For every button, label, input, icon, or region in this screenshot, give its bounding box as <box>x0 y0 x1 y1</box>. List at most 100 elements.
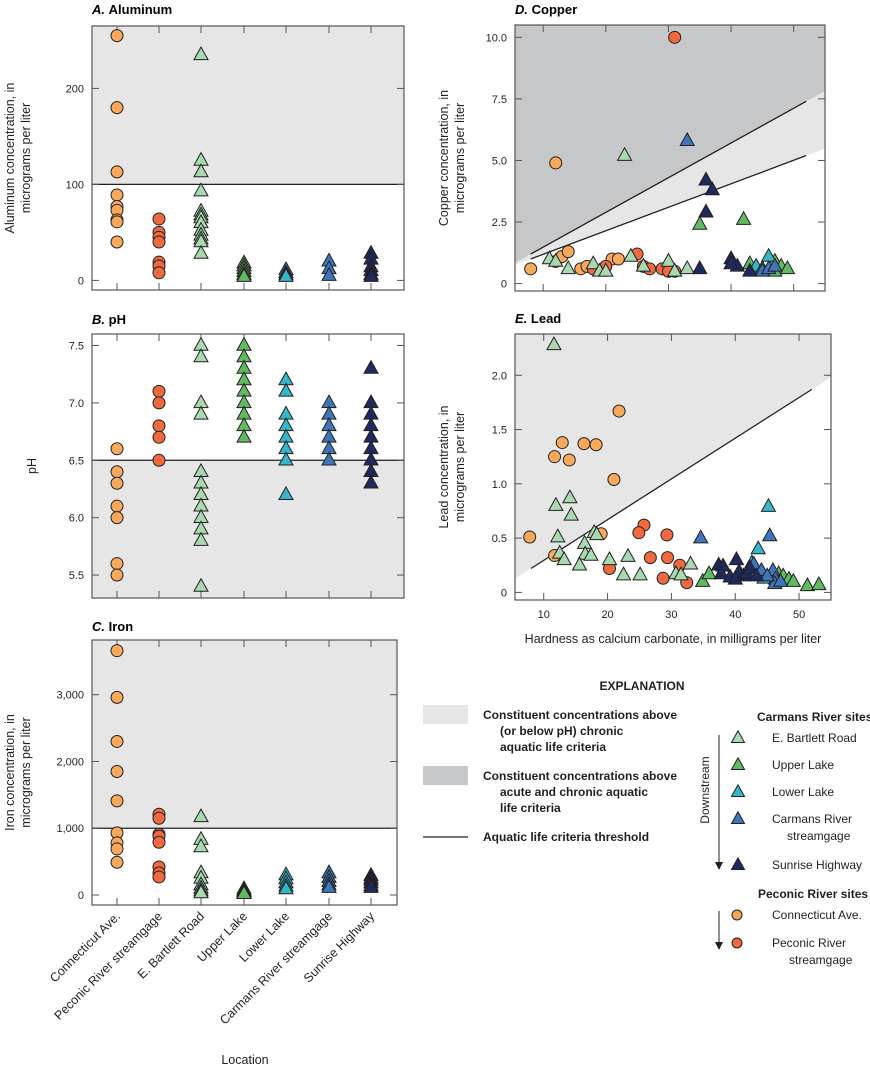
panel-title: D. Copper <box>515 2 577 17</box>
data-point <box>193 45 209 61</box>
data-point <box>698 171 714 186</box>
series-carmans-river-streamgage <box>679 131 783 277</box>
triangle-marker-icon <box>730 856 746 870</box>
legend-heading-peconic: Peconic River sites <box>758 887 868 901</box>
series-e-bartlett-road <box>193 336 209 592</box>
data-point <box>799 577 816 592</box>
legend-label: Constituent concentrations above <box>483 769 677 783</box>
data-point <box>110 557 124 571</box>
data-point <box>761 527 778 542</box>
data-point <box>110 734 124 748</box>
data-point <box>547 252 564 267</box>
data-point <box>193 244 209 259</box>
chronic-criteria-shade <box>515 334 831 579</box>
data-point <box>193 405 209 420</box>
y-tick-label: 200 <box>66 83 84 95</box>
y-tick-label: 10.0 <box>486 32 507 44</box>
y-tick-label: 100 <box>66 179 84 191</box>
data-point <box>152 384 166 398</box>
data-point <box>583 546 599 561</box>
y-tick-label: 2.0 <box>492 370 507 382</box>
y-tick-label: 2.5 <box>492 217 507 229</box>
chronic-criteria-line <box>530 388 813 570</box>
legend-label: Lower Lake <box>772 785 834 799</box>
panel-title: A. Aluminum <box>91 2 172 17</box>
y-axis-label: Copper concentration, in <box>437 90 451 226</box>
series-carmans-river-streamgage <box>321 394 337 466</box>
legend-label: acute and chronic aquatic <box>500 785 648 799</box>
data-point <box>562 453 576 467</box>
data-point <box>785 572 802 587</box>
panel-title-text: Lead <box>531 311 561 326</box>
data-point <box>193 577 209 592</box>
panel-title: B. pH <box>92 312 126 327</box>
y-axis-label: micrograms per liter <box>19 717 33 827</box>
data-point <box>760 497 777 512</box>
series-sunrise-highway <box>710 550 765 585</box>
data-point <box>704 181 721 196</box>
y-tick-label: 0 <box>501 279 507 291</box>
data-point <box>152 212 166 226</box>
triangle-marker-icon <box>730 783 746 797</box>
data-point <box>607 472 621 486</box>
series-lower-lake <box>278 260 294 282</box>
series-connecticut-ave <box>110 644 124 869</box>
data-point <box>110 465 124 479</box>
data-point <box>597 262 614 277</box>
data-point <box>698 203 714 218</box>
chronic-criteria-shade <box>92 640 397 829</box>
chronic-criteria-shade <box>92 460 404 598</box>
plot-frame <box>91 333 405 599</box>
data-point <box>767 257 783 272</box>
data-point <box>727 570 744 585</box>
chronic-criteria-shade <box>92 26 404 185</box>
data-point <box>615 566 632 581</box>
data-point <box>110 442 124 456</box>
legend-item-sunrise-highway: Sunrise Highway <box>730 856 862 872</box>
data-point <box>193 808 209 823</box>
data-point <box>601 550 618 566</box>
data-point <box>152 419 166 433</box>
series-e-bartlett-road <box>546 336 699 581</box>
data-point <box>682 555 699 570</box>
y-tick-label: 7.5 <box>492 94 507 106</box>
data-point <box>321 878 337 893</box>
y-axis-label: pH <box>25 458 39 474</box>
legend-label: E. Bartlett Road <box>772 731 857 745</box>
y-tick-label: 7.5 <box>69 340 84 352</box>
data-point <box>110 855 124 869</box>
data-point <box>668 30 682 44</box>
data-point <box>152 835 166 849</box>
data-point <box>549 528 566 543</box>
panel-a-aluminum: 0 100 200 A. Aluminum Aluminum concentration… <box>3 2 405 291</box>
legend-label: (or below pH) chronic <box>500 724 624 738</box>
plot-frame <box>514 333 832 601</box>
x-tick-label: Connecticut Ave. <box>47 909 123 985</box>
data-point <box>679 259 696 275</box>
data-point <box>632 526 646 540</box>
data-point <box>110 235 124 249</box>
panel-letter: D. <box>515 2 532 17</box>
series-sunrise-highway <box>363 866 379 893</box>
legend-label: Peconic River <box>772 936 846 950</box>
series-upper-lake <box>236 336 252 443</box>
data-point <box>548 450 562 464</box>
y-axis-label: Aluminum concentration, in <box>3 83 17 234</box>
legend-item-e-bartlett-road: E. Bartlett Road <box>730 729 857 745</box>
triangle-marker-icon <box>730 756 746 770</box>
y-axis-label: Lead concentration, in <box>437 405 451 528</box>
series-carmans-river-streamgage <box>692 527 789 590</box>
data-point <box>110 764 124 778</box>
triangle-marker-icon <box>730 729 746 743</box>
data-point <box>363 474 379 489</box>
y-tick-label: 1.5 <box>492 425 507 437</box>
data-point <box>735 210 752 225</box>
data-point <box>616 146 633 161</box>
data-point <box>759 567 776 582</box>
x-tick-label: 20 <box>601 609 613 621</box>
data-point <box>110 644 124 658</box>
legend-label: Sunrise Highway <box>772 858 862 872</box>
data-point <box>110 476 124 490</box>
panel-title-text: pH <box>109 312 126 327</box>
